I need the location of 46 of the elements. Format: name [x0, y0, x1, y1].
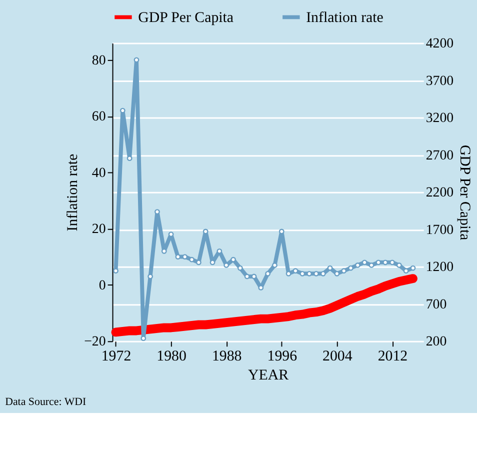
y2-tick-label: 700	[426, 297, 447, 312]
y2-tick-label: 1200	[426, 260, 454, 276]
y2-tick-label: 3200	[426, 111, 454, 126]
point	[265, 270, 271, 276]
y2-tick-label: 2700	[426, 148, 454, 164]
legend-label: Inflation rate	[306, 10, 384, 26]
y2-tick-label: 200	[426, 334, 447, 350]
y-axis-title: Inflation rate	[65, 154, 82, 232]
point	[410, 265, 416, 271]
x-tick-label: 2004	[322, 348, 353, 365]
x-axis-title: YEAR	[248, 367, 289, 384]
point	[189, 256, 194, 262]
y-tick-label: 80	[92, 53, 106, 68]
y-tick-label: 60	[92, 110, 106, 125]
y2-tick-label: 4200	[426, 36, 454, 52]
y-tick-label: 20	[92, 222, 106, 238]
point	[113, 268, 118, 274]
y2-tick-label: 3700	[426, 74, 454, 89]
point	[306, 270, 312, 276]
y2-axis-title: GDP Per Capita	[456, 144, 473, 241]
point	[327, 265, 333, 271]
point	[237, 265, 243, 271]
y2-tick-label: 1700	[426, 222, 454, 238]
x-tick-label: 1980	[156, 348, 186, 365]
point	[182, 254, 188, 260]
legend-label: GDP Per Capita	[138, 10, 234, 26]
point	[396, 262, 402, 268]
y2-tick-label: 2200	[426, 186, 454, 201]
y-tick-label: 0	[98, 278, 106, 294]
x-tick-label: 1988	[212, 348, 242, 365]
x-tick-label: 1972	[101, 348, 132, 365]
y-tick-label: −20	[84, 334, 106, 350]
point	[334, 270, 340, 276]
point	[354, 262, 360, 268]
point	[390, 260, 395, 266]
point	[368, 262, 374, 268]
y-tick-label: 40	[92, 166, 106, 181]
x-tick-label: 1996	[267, 348, 298, 365]
point	[272, 262, 278, 268]
point	[341, 268, 347, 274]
point	[362, 260, 368, 266]
point	[292, 268, 298, 274]
source-note: Data Source: WDI	[5, 396, 87, 408]
point	[403, 268, 409, 274]
point	[348, 265, 354, 271]
x-tick-label: 2012	[378, 348, 408, 365]
